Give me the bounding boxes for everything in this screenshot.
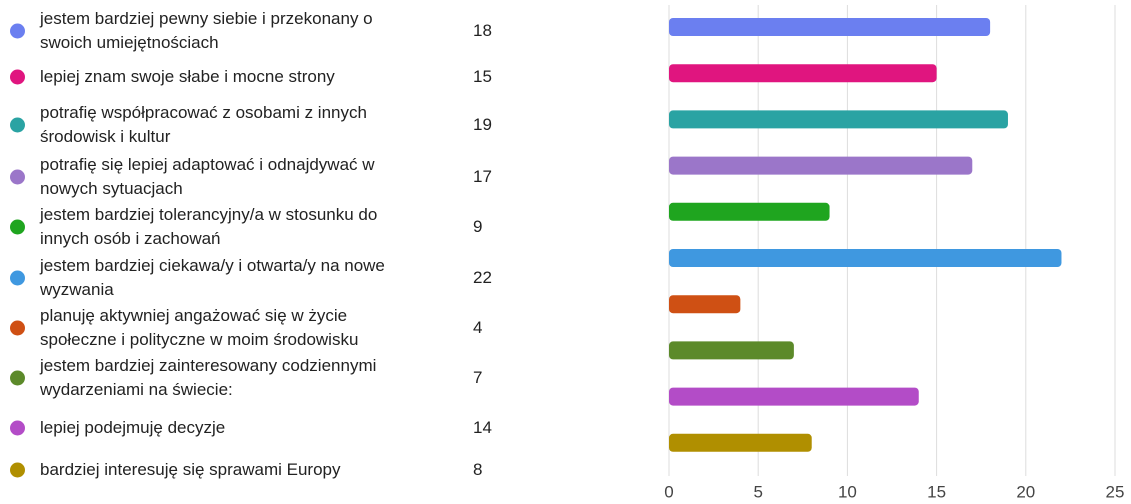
count-label: 7 — [473, 368, 483, 387]
x-tick-label: 5 — [753, 482, 762, 501]
bar — [669, 295, 741, 314]
legend-label: lepiej znam swoje słabe i mocne strony — [40, 67, 335, 86]
legend-label: jestem bardziej ciekawa/y i otwarta/y na… — [40, 256, 385, 299]
legend-label: planuję aktywniej angażować się w życie … — [40, 306, 359, 349]
legend-label: jestem bardziej pewny siebie i przekonan… — [40, 9, 373, 52]
legend-marker — [10, 69, 25, 85]
bar — [669, 433, 812, 452]
legend-marker — [10, 169, 25, 185]
legend-marker — [10, 420, 25, 436]
count-label: 17 — [473, 167, 492, 186]
legend-label: potrafię współpracować z osobami z innyc… — [40, 103, 367, 146]
count-label: 8 — [473, 460, 483, 479]
x-tick-label: 25 — [1106, 482, 1125, 501]
x-tick-label: 15 — [927, 482, 946, 501]
count-label: 22 — [473, 268, 492, 287]
bar — [669, 64, 937, 83]
count-label: 18 — [473, 21, 492, 40]
legend-marker — [10, 370, 25, 386]
bar — [669, 387, 919, 406]
legend-label: potrafię się lepiej adaptować i odnajdyw… — [40, 155, 375, 198]
legend-label: jestem bardziej tolerancyjny/a w stosunk… — [40, 205, 378, 248]
count-label: 14 — [473, 418, 492, 437]
x-tick-label: 10 — [838, 482, 857, 501]
x-tick-label: 0 — [664, 482, 673, 501]
legend-marker — [10, 117, 25, 133]
bar — [669, 341, 794, 360]
bar — [669, 18, 991, 36]
legend-marker — [10, 270, 25, 286]
legend-marker — [10, 23, 25, 39]
legend-marker — [10, 219, 25, 235]
count-label: 19 — [473, 115, 492, 134]
x-tick-label: 20 — [1016, 482, 1035, 501]
count-label: 4 — [473, 318, 483, 337]
legend-label: lepiej podejmuję decyzje — [40, 418, 226, 437]
bar — [669, 202, 830, 221]
legend-marker — [10, 320, 25, 336]
bar — [669, 249, 1062, 267]
legend-label: jestem bardziej zainteresowany codzienny… — [40, 356, 377, 399]
legend-label: bardziej interesuję się sprawami Europy — [40, 460, 341, 479]
count-label: 15 — [473, 67, 492, 86]
legend-marker — [10, 462, 25, 478]
bar — [669, 156, 973, 175]
bar — [669, 110, 1008, 129]
count-label: 9 — [473, 217, 483, 236]
